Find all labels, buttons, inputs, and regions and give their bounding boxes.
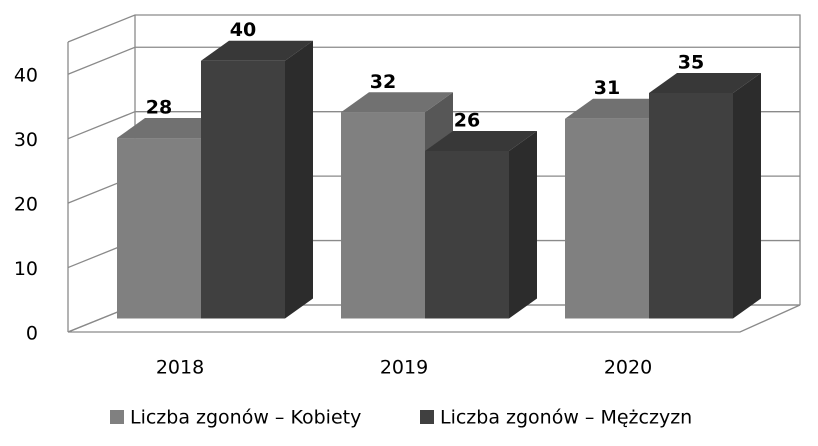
bar xyxy=(425,130,537,319)
bar-top xyxy=(201,40,313,61)
y-tick-label: 10 xyxy=(14,258,38,280)
y-tick-label: 0 xyxy=(26,323,38,345)
bar-front xyxy=(565,118,649,319)
legend-swatch xyxy=(110,410,124,424)
bar-front xyxy=(201,60,285,319)
bar-front xyxy=(117,138,201,319)
data-label: 28 xyxy=(146,97,172,119)
bar xyxy=(649,72,761,319)
bar-front xyxy=(341,112,425,319)
bar-side xyxy=(733,72,761,319)
bar-top xyxy=(649,72,761,93)
wall-edge xyxy=(67,14,801,305)
y-tick-label: 20 xyxy=(14,194,38,216)
bar-side xyxy=(509,130,537,319)
data-label: 32 xyxy=(370,71,396,93)
legend-label: Liczba zgonów – Kobiety xyxy=(130,407,361,429)
data-label: 35 xyxy=(678,51,704,73)
bar xyxy=(201,40,313,319)
bar-top xyxy=(341,92,453,113)
x-tick-label: 2019 xyxy=(380,357,428,379)
y-tick-label: 40 xyxy=(14,65,38,87)
bar-front xyxy=(425,150,509,319)
bar-front xyxy=(649,92,733,319)
legend-label: Liczba zgonów – Mężczyzn xyxy=(440,407,692,429)
x-tick-label: 2020 xyxy=(604,357,652,379)
grid-line xyxy=(67,46,800,75)
y-tick-label: 30 xyxy=(14,129,38,151)
bar-side xyxy=(285,40,313,319)
data-label: 40 xyxy=(230,19,256,41)
data-label: 31 xyxy=(594,77,620,99)
legend-swatch xyxy=(420,410,434,424)
data-label: 26 xyxy=(454,109,480,131)
bar-top xyxy=(425,130,537,151)
x-tick-label: 2018 xyxy=(156,357,204,379)
